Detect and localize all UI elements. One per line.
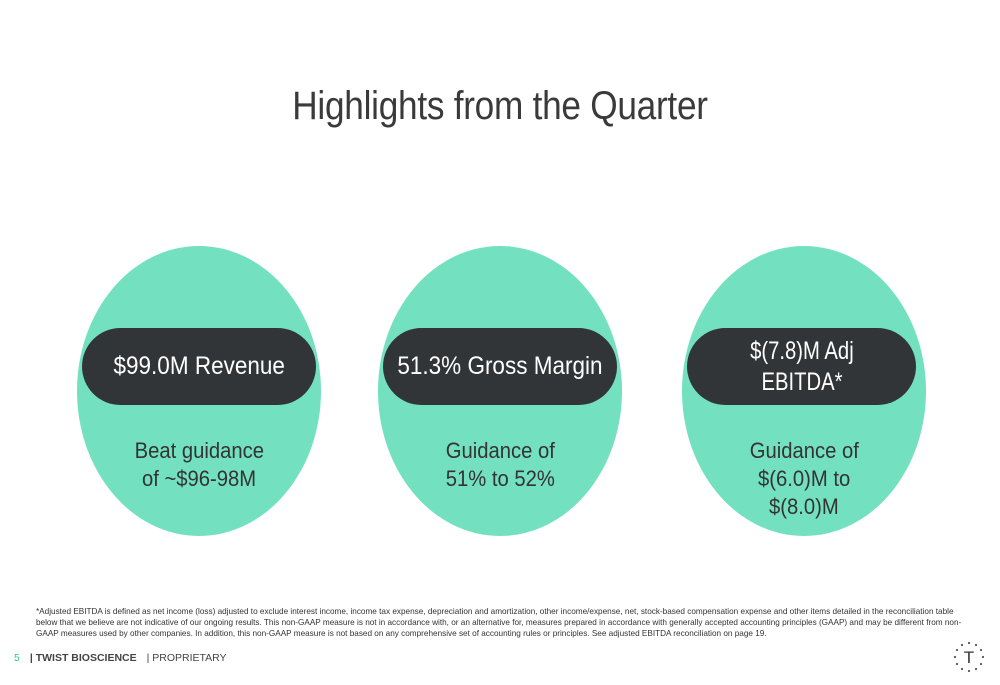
- page-number: 5: [14, 652, 20, 664]
- highlight-headline: $99.0M Revenue: [113, 352, 285, 380]
- highlight-headline: $(7.8)M Adj EBITDA*: [744, 336, 859, 398]
- detail-line: $(8.0)M: [769, 494, 839, 519]
- highlight-headline: 51.3% Gross Margin: [397, 352, 603, 380]
- footer-brand: | TWIST BIOSCIENCE: [29, 652, 137, 664]
- highlight-pill-ebitda: $(7.8)M Adj EBITDA*: [687, 328, 916, 405]
- logo-letter: T: [964, 648, 974, 667]
- detail-line: of ~$96-98M: [141, 466, 257, 491]
- twist-logo-icon: T: [953, 641, 985, 673]
- highlight-pill-gross-margin: 51.3% Gross Margin: [383, 328, 617, 405]
- headline-line: $(7.8)M Adj: [749, 336, 854, 365]
- detail-line: Beat guidance: [134, 438, 264, 463]
- page-title: Highlights from the Quarter: [292, 84, 708, 128]
- highlight-detail-revenue: Beat guidance of ~$96-98M: [77, 437, 321, 493]
- detail-line: 51% to 52%: [445, 466, 555, 491]
- detail-line: Guidance of: [749, 438, 859, 463]
- detail-line: $(6.0)M to: [757, 466, 851, 491]
- footer-label: | PROPRIETARY: [146, 652, 227, 664]
- headline-line: EBITDA*: [760, 367, 843, 396]
- highlight-detail-ebitda: Guidance of $(6.0)M to $(8.0)M: [682, 437, 926, 521]
- detail-line: Guidance of: [445, 438, 555, 463]
- footer: 5 | TWIST BIOSCIENCE | PROPRIETARY: [14, 652, 227, 664]
- highlight-detail-gross-margin: Guidance of 51% to 52%: [378, 437, 622, 493]
- footnote: *Adjusted EBITDA is defined as net incom…: [36, 607, 962, 638]
- highlight-pill-revenue: $99.0M Revenue: [82, 328, 316, 405]
